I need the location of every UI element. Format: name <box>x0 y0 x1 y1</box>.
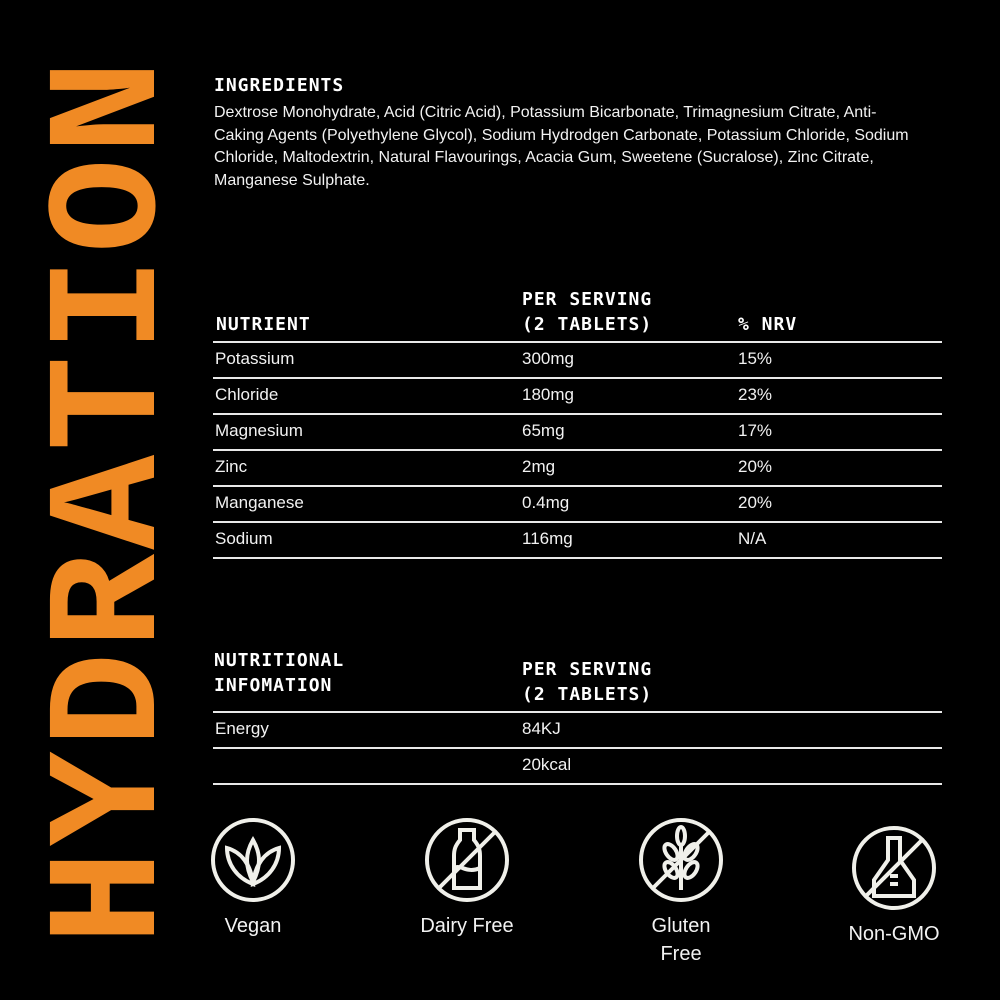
no-gmo-flask-icon <box>852 826 936 910</box>
table-row: Chloride 180mg 23% <box>213 379 942 415</box>
header-information: INFOMATION <box>214 675 333 696</box>
table-row: Potassium 300mg 15% <box>213 343 942 379</box>
header-nutritional: NUTRITIONAL <box>214 650 345 671</box>
header-nrv: % NRV <box>738 314 798 335</box>
ingredients-text: Dextrose Monohydrate, Acid (Citric Acid)… <box>214 104 909 189</box>
nrv-value: 20% <box>738 493 773 512</box>
badge-label: Dairy Free <box>420 915 514 937</box>
table-header: NUTRIENT PER SERVING (2 TABLETS) % NRV <box>213 287 942 343</box>
per-serving-value: 2mg <box>522 457 556 476</box>
nrv-value: N/A <box>738 529 767 548</box>
nutrition-table: NUTRITIONAL INFOMATION PER SERVING (2 TA… <box>213 648 942 785</box>
header-tablets: (2 TABLETS) <box>522 314 653 335</box>
per-serving-value: 300mg <box>522 349 574 368</box>
leaf-icon <box>211 818 295 902</box>
badge-label: Gluten <box>651 915 711 937</box>
nutrient-name: Sodium <box>215 529 273 548</box>
nutrition-name: Energy <box>215 719 269 738</box>
brand-title: HYDRATION <box>23 55 202 945</box>
table-row: Sodium 116mg N/A <box>213 523 942 559</box>
badge-vegan: Vegan <box>173 816 333 940</box>
badge-label: Non-GMO <box>848 923 940 945</box>
table-row: Zinc 2mg 20% <box>213 451 942 487</box>
header-tablets: (2 TABLETS) <box>522 684 653 705</box>
badge-non-gmo: Non-GMO <box>814 824 974 948</box>
table-row: Energy 84KJ <box>213 713 942 749</box>
header-nutrient: NUTRIENT <box>216 314 311 335</box>
per-serving-value: 180mg <box>522 385 574 404</box>
nutrient-name: Chloride <box>215 385 279 404</box>
per-serving-value: 116mg <box>522 529 573 548</box>
nutrient-table: NUTRIENT PER SERVING (2 TABLETS) % NRV P… <box>213 287 942 559</box>
nrv-value: 23% <box>738 385 773 404</box>
header-per-serving: PER SERVING <box>522 289 653 310</box>
badge-label: Vegan <box>224 915 282 937</box>
per-serving-value: 84KJ <box>522 719 561 738</box>
table-row: 20kcal <box>213 749 942 785</box>
table-row: Manganese 0.4mg 20% <box>213 487 942 523</box>
badge-label-line2: Free <box>660 943 702 965</box>
table-row: Magnesium 65mg 17% <box>213 415 942 451</box>
nrv-value: 15% <box>738 349 773 368</box>
nrv-value: 17% <box>738 421 773 440</box>
per-serving-value: 65mg <box>522 421 565 440</box>
badge-dairy-free: Dairy Free <box>387 816 547 940</box>
nrv-value: 20% <box>738 457 773 476</box>
nutrient-name: Manganese <box>215 493 304 512</box>
nutrient-name: Magnesium <box>215 421 303 440</box>
no-wheat-icon <box>639 818 723 902</box>
per-serving-value: 20kcal <box>522 755 572 774</box>
per-serving-value: 0.4mg <box>522 493 570 512</box>
nutrient-name: Zinc <box>215 457 248 476</box>
badge-gluten-free: Gluten Free <box>601 816 761 968</box>
no-milk-icon <box>425 818 509 902</box>
nutrient-name: Potassium <box>215 349 295 368</box>
ingredients-title: INGREDIENTS <box>214 75 345 96</box>
header-per-serving: PER SERVING <box>522 659 653 680</box>
table-header: NUTRITIONAL INFOMATION PER SERVING (2 TA… <box>213 648 942 713</box>
